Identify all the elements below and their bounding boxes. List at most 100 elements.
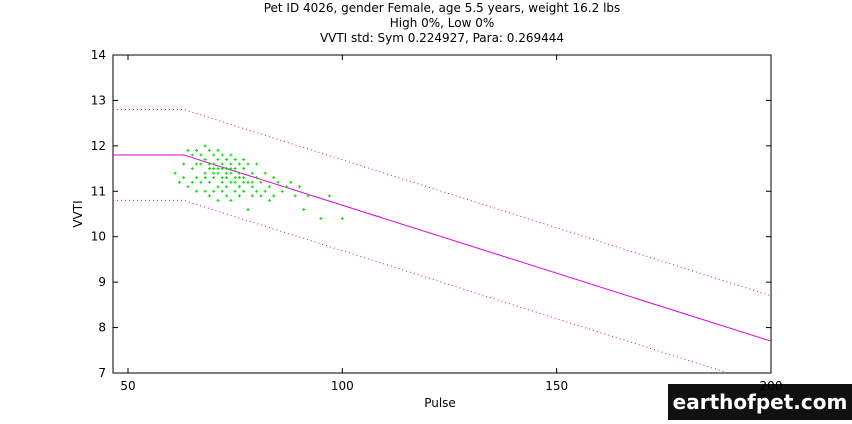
data-point <box>233 157 237 161</box>
data-point <box>203 176 207 180</box>
data-point <box>259 194 263 198</box>
data-point <box>237 194 241 198</box>
x-tick-label: 100 <box>331 379 354 393</box>
data-point <box>195 176 199 180</box>
data-point <box>173 171 177 175</box>
data-point <box>203 189 207 193</box>
y-tick-label: 11 <box>91 184 106 198</box>
data-point <box>212 189 216 193</box>
y-axis-label: VVTI <box>71 200 85 227</box>
data-point <box>250 171 254 175</box>
data-point <box>207 148 211 152</box>
data-point <box>216 157 220 161</box>
data-point <box>229 198 233 202</box>
data-point <box>203 157 207 161</box>
data-point <box>237 171 241 175</box>
data-point <box>177 180 181 184</box>
fit-line <box>113 199 730 373</box>
data-point <box>289 180 293 184</box>
data-point <box>327 194 331 198</box>
y-tick-label: 14 <box>91 48 106 62</box>
data-point <box>190 167 194 171</box>
y-tick-label: 12 <box>91 139 106 153</box>
x-tick-label: 150 <box>545 379 568 393</box>
data-point <box>207 167 211 171</box>
plot-area <box>113 109 771 373</box>
data-point <box>195 148 199 152</box>
data-point <box>246 180 250 184</box>
data-point <box>259 180 263 184</box>
data-point <box>302 207 306 211</box>
x-tick-label: 200 <box>760 379 783 393</box>
data-point <box>216 148 220 152</box>
data-point <box>195 189 199 193</box>
data-point <box>263 189 267 193</box>
data-point <box>237 162 241 166</box>
data-point <box>207 180 211 184</box>
data-point <box>225 157 229 161</box>
y-tick-label: 10 <box>91 230 106 244</box>
data-point <box>263 171 267 175</box>
data-point <box>246 207 250 211</box>
data-point <box>212 153 216 157</box>
data-point <box>272 194 276 198</box>
data-point <box>267 185 271 189</box>
data-point <box>255 176 259 180</box>
data-point <box>212 167 216 171</box>
data-point <box>182 176 186 180</box>
data-point <box>229 167 233 171</box>
data-point <box>250 180 254 184</box>
data-point <box>242 189 246 193</box>
data-point <box>186 148 190 152</box>
data-point <box>229 171 233 175</box>
data-point <box>225 176 229 180</box>
y-tick-label: 9 <box>98 275 106 289</box>
data-point <box>272 176 276 180</box>
chart-subtitle: High 0%, Low 0% <box>390 16 495 30</box>
data-point <box>195 162 199 166</box>
data-point <box>297 185 301 189</box>
data-point <box>190 153 194 157</box>
data-point <box>233 176 237 180</box>
data-point <box>203 144 207 148</box>
data-point <box>242 167 246 171</box>
data-point <box>225 185 229 189</box>
fit-line <box>113 109 771 297</box>
data-point <box>229 180 233 184</box>
data-point <box>237 176 241 180</box>
data-point <box>216 198 220 202</box>
fit-line <box>113 154 771 342</box>
data-point <box>276 180 280 184</box>
data-point <box>225 167 229 171</box>
data-point <box>255 162 259 166</box>
data-point <box>220 180 224 184</box>
data-point <box>212 162 216 166</box>
data-point <box>233 167 237 171</box>
data-point <box>280 189 284 193</box>
data-point <box>190 180 194 184</box>
data-point <box>212 171 216 175</box>
y-tick-label: 13 <box>91 93 106 107</box>
data-point <box>319 217 323 221</box>
data-point <box>267 198 271 202</box>
data-point <box>340 217 344 221</box>
data-point <box>220 167 224 171</box>
y-tick-label: 7 <box>98 366 106 380</box>
data-point <box>225 194 229 198</box>
watermark: earthofpet.com <box>673 390 848 414</box>
x-axis-label: Pulse <box>424 396 456 410</box>
data-point <box>199 153 203 157</box>
data-point <box>233 189 237 193</box>
y-tick-label: 8 <box>98 321 106 335</box>
data-point <box>199 180 203 184</box>
watermark-box <box>668 384 852 420</box>
data-point <box>233 180 237 184</box>
data-point <box>199 162 203 166</box>
data-point <box>212 176 216 180</box>
data-point <box>293 194 297 198</box>
data-point <box>186 185 190 189</box>
data-point <box>229 153 233 157</box>
data-point <box>250 194 254 198</box>
